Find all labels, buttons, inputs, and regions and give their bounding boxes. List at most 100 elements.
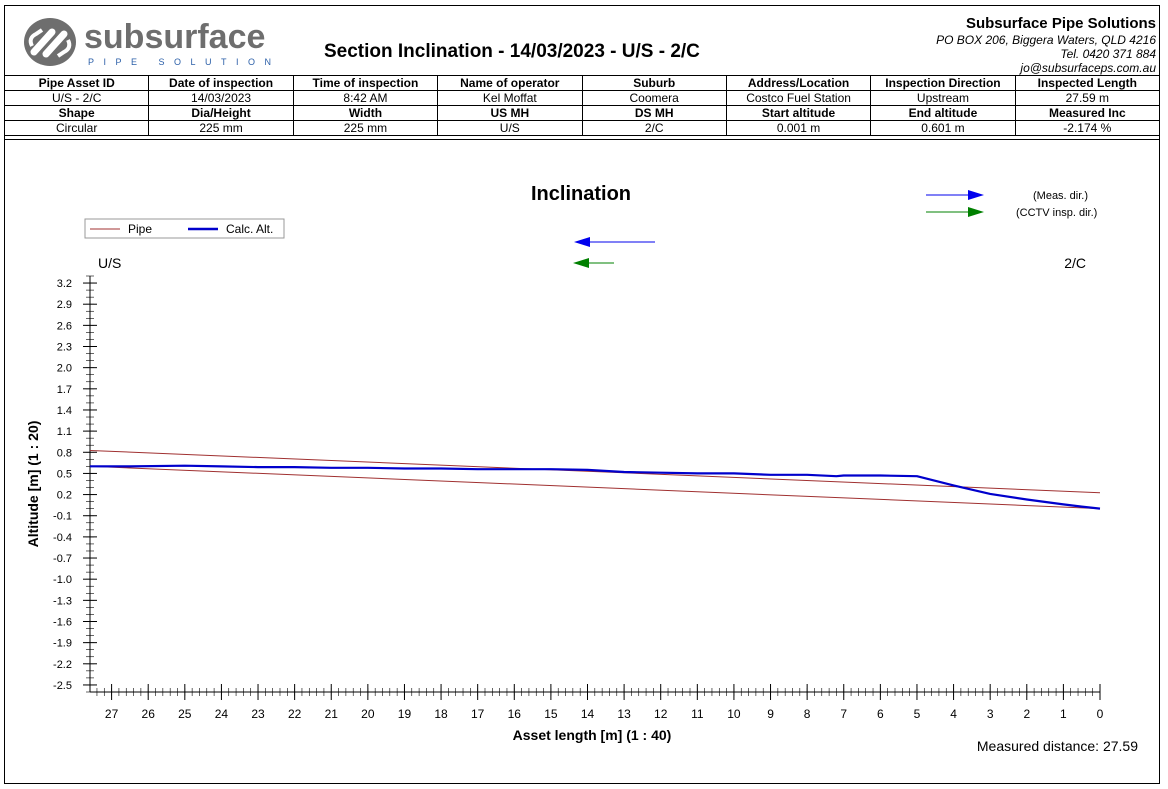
x-tick-label: 10	[727, 707, 741, 721]
logo-word: subsurface	[84, 18, 265, 56]
chart-title: Inclination	[531, 183, 631, 205]
info-value-cell: 0.601 m	[870, 120, 1016, 136]
company-name: Subsurface Pipe Solutions	[965, 15, 1156, 32]
info-value-row: Circular 225 mm 225 mm U/S 2/C 0.001 m 0.601 m…	[3, 120, 1161, 136]
y-tick-label: -0.1	[53, 511, 72, 523]
y-tick-label: 1.1	[57, 426, 72, 438]
x-tick-label: 15	[544, 707, 558, 721]
info-header-cell: End altitude	[870, 105, 1016, 121]
center-meas-arrow-icon	[574, 237, 590, 247]
x-tick-label: 24	[215, 707, 229, 721]
info-value-cell: 225 mm	[292, 120, 439, 136]
calc-alt-line	[89, 464, 1101, 510]
x-tick-label: 22	[288, 707, 302, 721]
y-tick-label: 0.8	[57, 447, 72, 459]
y-tick-label: 2.3	[57, 342, 72, 354]
x-tick-label: 13	[617, 707, 631, 721]
legend-label-calc: Calc. Alt.	[226, 222, 273, 236]
info-header-cell: Shape	[3, 105, 150, 121]
report-frame	[4, 5, 1160, 784]
x-tick-label: 19	[398, 707, 412, 721]
x-tick-label: 9	[767, 707, 774, 721]
x-tick-label: 16	[508, 707, 522, 721]
info-value-row: U/S - 2/C 14/03/2023 8:42 AM Kel Moffat Coom…	[3, 90, 1161, 106]
chain-link-icon	[24, 18, 76, 66]
logo-tagline: PIPE SOLUTIONS	[88, 57, 272, 67]
info-value-cell: Kel Moffat	[437, 90, 583, 106]
info-value-cell: Circular	[3, 120, 150, 136]
x-tick-label: 7	[840, 707, 847, 721]
cctv-dir-arrow-icon	[968, 207, 984, 217]
x-tick-label: 14	[581, 707, 595, 721]
y-axis-label: Altitude [m] (1 : 20)	[25, 421, 41, 548]
x-tick-label: 18	[434, 707, 448, 721]
x-tick-label: 8	[804, 707, 811, 721]
info-value-cell: -2.174 %	[1014, 120, 1161, 136]
y-tick-label: 2.0	[57, 363, 72, 375]
pipe-line-invert	[89, 465, 1101, 510]
y-tick-label: -1.6	[53, 616, 72, 628]
legend-box	[84, 218, 285, 239]
x-tick-label: 26	[142, 707, 156, 721]
y-tick-label: -2.5	[53, 680, 72, 692]
meas-dir-label: (Meas. dir.)	[1033, 190, 1088, 202]
x-tick-label: 12	[654, 707, 668, 721]
measured-distance-label: Measured distance: 27.59	[977, 738, 1138, 754]
x-axis-label: Asset length [m] (1 : 40)	[513, 727, 672, 743]
y-tick-label: -0.7	[53, 553, 72, 565]
x-tick-label: 27	[105, 707, 119, 721]
x-tick-label: 23	[251, 707, 265, 721]
x-tick-label: 20	[361, 707, 375, 721]
x-tick-label: 11	[691, 707, 704, 721]
legend-label-pipe: Pipe	[128, 222, 152, 236]
x-tick-label: 3	[987, 707, 994, 721]
x-tick-label: 4	[950, 707, 957, 721]
info-header-row: Shape Dia/Height Width US MH DS MH Start alti…	[3, 105, 1161, 121]
cctv-dir-label: (CCTV insp. dir.)	[1016, 207, 1097, 219]
y-tick-label: 2.6	[57, 320, 72, 332]
info-header-cell: Address/Location	[725, 75, 872, 91]
info-value-cell: Costco Fuel Station	[725, 90, 872, 106]
y-tick-label: -0.4	[53, 532, 72, 544]
x-tick-label: 5	[914, 707, 921, 721]
info-value-cell: Coomera	[581, 90, 727, 106]
y-tick-label: 3.2	[57, 278, 72, 290]
y-tick-label: -1.0	[53, 574, 72, 586]
info-value-cell: U/S - 2/C	[3, 90, 150, 106]
y-tick-label: 1.7	[57, 384, 72, 396]
us-end-label: U/S	[98, 255, 121, 271]
y-tick-label: 0.2	[57, 490, 72, 502]
x-tick-label: 0	[1097, 707, 1104, 721]
meas-dir-arrow-icon	[968, 190, 984, 200]
y-tick-label: -2.2	[53, 659, 72, 671]
company-phone: Tel. 0420 371 884	[1060, 47, 1156, 61]
info-value-cell: 2/C	[581, 120, 727, 136]
company-email: jo@subsurfaceps.com.au	[1020, 61, 1156, 75]
pipe-line-crown	[89, 449, 1101, 494]
info-header-row: Pipe Asset ID Date of inspection Time of i…	[3, 75, 1161, 91]
y-tick-label: -1.3	[53, 595, 72, 607]
ds-end-label: 2/C	[1064, 255, 1086, 271]
x-tick-label: 6	[877, 707, 884, 721]
info-value-cell: 14/03/2023	[148, 90, 294, 106]
y-tick-label: 2.9	[57, 299, 72, 311]
inspection-info-table: Pipe Asset ID Date of inspection Time of i…	[3, 75, 1161, 136]
report-title: Section Inclination - 14/03/2023 - U/S -…	[324, 41, 700, 62]
info-value-cell: U/S	[437, 120, 583, 136]
info-value-cell: 27.59 m	[1014, 90, 1161, 106]
center-cctv-arrow-icon	[573, 258, 589, 268]
x-tick-label: 21	[325, 707, 339, 721]
info-value-cell: 225 mm	[148, 120, 294, 136]
x-tick-label: 2	[1023, 707, 1030, 721]
info-header-cell: Pipe Asset ID	[3, 75, 150, 91]
y-tick-label: -1.9	[53, 638, 72, 650]
x-tick-label: 25	[178, 707, 192, 721]
y-tick-label: 1.4	[57, 405, 72, 417]
info-header-cell: Date of inspection	[148, 75, 294, 91]
y-tick-label: 0.5	[57, 468, 72, 480]
company-block: Subsurface Pipe Solutions PO BOX 206, Bi…	[936, 15, 1156, 75]
x-tick-label: 1	[1060, 707, 1067, 721]
company-logo: subsurface PIPE SOLUTIONS	[24, 18, 272, 67]
header-separator	[4, 139, 1160, 140]
